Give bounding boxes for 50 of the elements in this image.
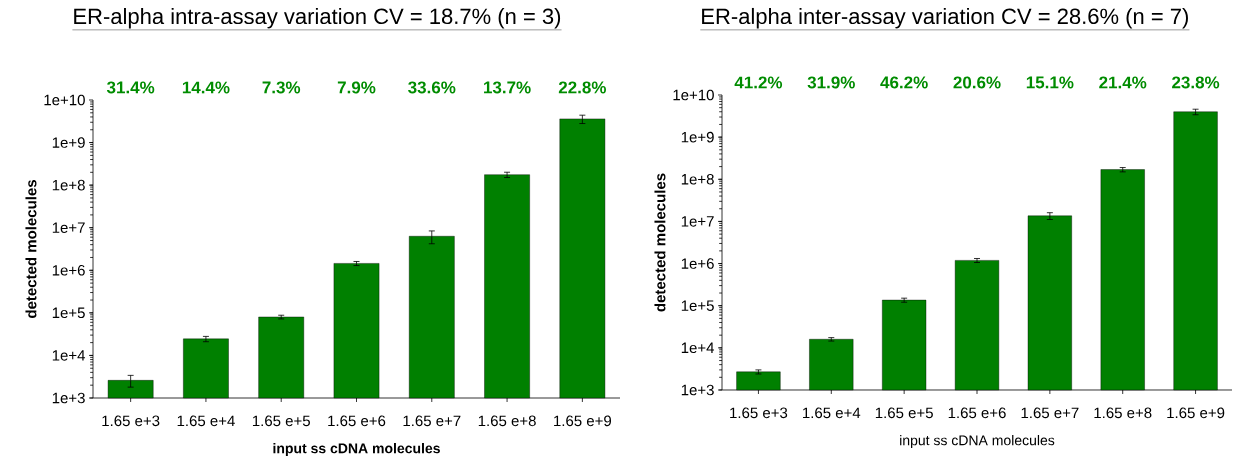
x-tick-label: 1.65 e+9 (1167, 407, 1225, 419)
y-tick-label: 1e+6 (52, 264, 85, 276)
text: 7.3% (262, 81, 301, 94)
y-tick-label: 1e+9 (681, 131, 714, 143)
y-tick-label: 1e+4 (52, 350, 86, 361)
y-tick-label: 1e+5 (681, 300, 714, 311)
y-tick-label: 1e+3 (52, 392, 85, 404)
y-tick-label: 1e+9 (52, 137, 85, 148)
text: 7.9% (337, 81, 376, 94)
x-tick-label: 1.65 e+9 (554, 415, 612, 427)
x-tick-label: 1.65 e+4 (803, 407, 861, 419)
x-axis-title: input ss cDNA molecules (273, 443, 440, 457)
x-tick-label: 1.65 e+3 (730, 407, 788, 419)
y-axis-title: detected molecules (25, 180, 37, 318)
x-tick-label: 1.65 e+4 (177, 415, 235, 427)
x-tick-label: 1.65 e+7 (403, 415, 461, 427)
text: 14.4% (182, 81, 230, 94)
x-tick-label: 1.65 e+8 (1094, 407, 1152, 419)
y-tick-label: 1e+5 (52, 307, 85, 319)
y-tick-label: 1e+6 (681, 258, 714, 269)
text: 23.8% (1172, 76, 1220, 89)
text: 33.6% (408, 81, 456, 94)
text: 20.6% (953, 76, 1001, 89)
x-tick-label: 1.65 e+8 (478, 415, 536, 427)
x-tick-label: 1.65 e+5 (252, 415, 310, 427)
text: 22.8% (558, 81, 606, 94)
text: 15.1% (1026, 76, 1074, 89)
y-tick-label: 1e+4 (681, 342, 715, 354)
x-tick-label: 1.65 e+6 (328, 415, 386, 427)
y-tick-label: 1e+7 (681, 216, 714, 227)
x-tick-label: 1.65 e+7 (1021, 407, 1079, 419)
y-tick-label: 1e+10 (44, 94, 85, 106)
x-axis-title: input ss cDNA molecules (900, 435, 1055, 449)
text: 41.2% (734, 76, 783, 89)
y-tick-label: 1e+3 (681, 384, 714, 396)
text: 31.4% (106, 81, 155, 94)
y-tick-label: 1e+10 (673, 89, 714, 101)
x-tick-label: 1.65 e+6 (948, 407, 1006, 419)
text: 21.4% (1099, 76, 1147, 89)
x-tick-label: 1.65 e+3 (102, 415, 160, 427)
text: 31.9% (807, 76, 855, 89)
y-tick-label: 1e+8 (681, 173, 714, 185)
chart-title: ER-alpha intra-assay variation CV = 18.7% (n = 3) (74, 7, 561, 29)
y-tick-label: 1e+7 (52, 222, 85, 233)
y-tick-label: 1e+8 (52, 179, 85, 191)
text: 46.2% (880, 76, 928, 89)
x-tick-label: 1.65 e+5 (875, 407, 933, 419)
y-axis-title: detected molecules (654, 173, 666, 312)
text: 13.7% (484, 81, 531, 94)
chart-title: ER-alpha inter-assay variation CV = 28.6% (n = 7) (702, 7, 1188, 29)
